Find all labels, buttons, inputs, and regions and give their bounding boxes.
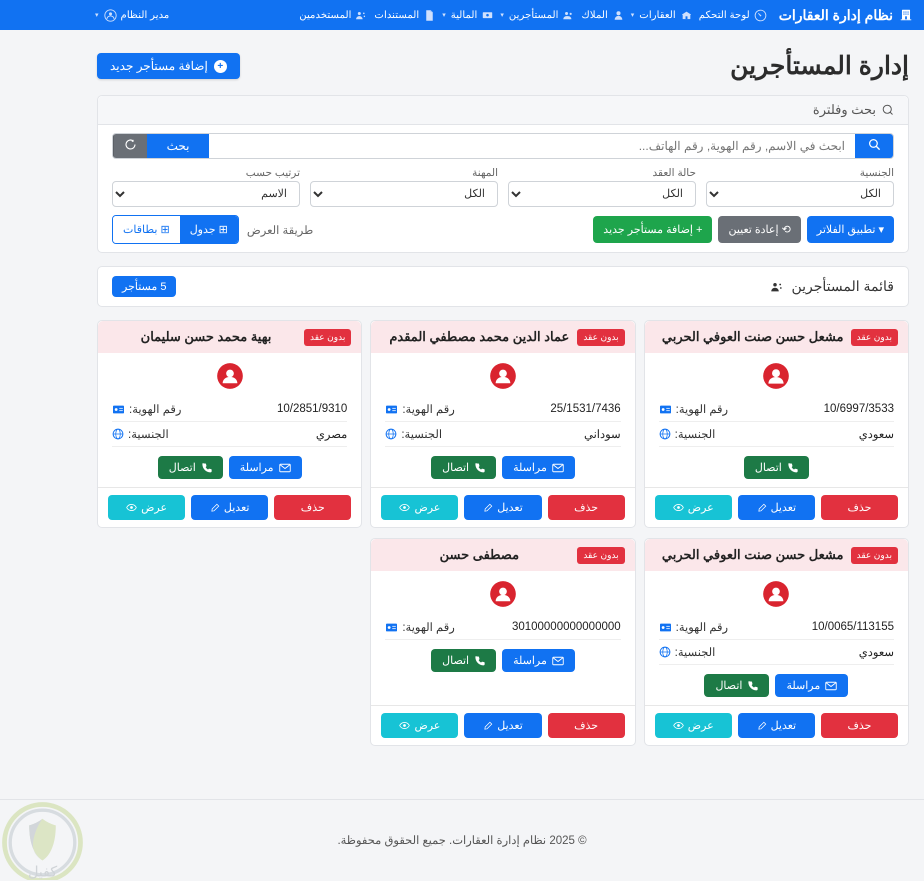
svg-text:كفيل: كفيل: [28, 865, 57, 880]
